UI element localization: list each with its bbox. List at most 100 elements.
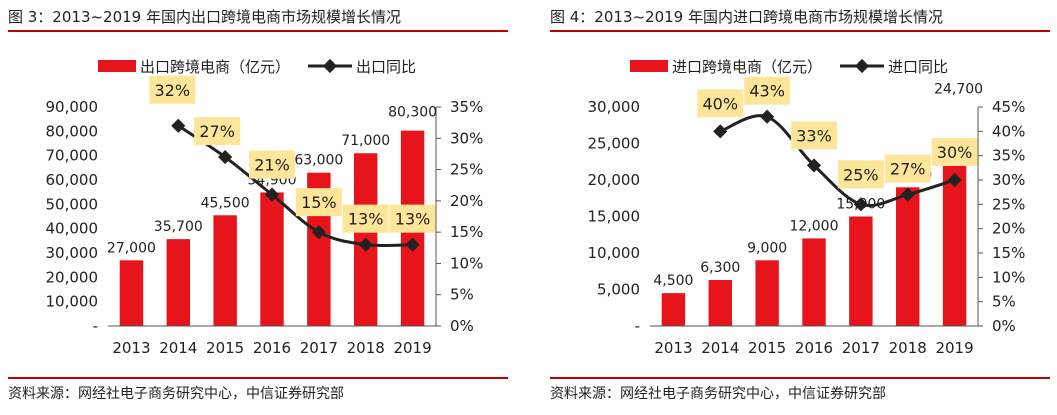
bar-2018 [896,187,920,326]
chart-panel-import: 图 4：2013~2019 年国内进口跨境电商市场规模增长情况 进口跨境电商（亿… [550,0,1057,415]
legend-line-label: 出口同比 [356,58,416,76]
growth-label-bg [389,204,436,233]
y-left-tick-label: 10,000 [588,244,641,262]
growth-label-bg [744,76,791,105]
growth-label: 30% [937,143,973,162]
y-right-tick-label: 30% [992,171,1025,189]
y-left-tick-label: 25,000 [588,135,641,153]
y-left-tick-label: 80,000 [46,122,99,140]
y-left-tick-label: 30,000 [46,244,99,262]
growth-label: 13% [348,210,384,229]
y-right-tick-label: 10% [992,268,1025,286]
x-tick-label: 2019 [393,339,431,357]
chart-panel-export: 图 3：2013~2019 年国内出口跨境电商市场规模增长情况 出口跨境电商（亿… [8,0,518,415]
y-right-tick-label: 5% [992,293,1016,311]
growth-label-bg [697,89,744,118]
growth-label: 40% [703,94,739,113]
y-right-tick-label: 45% [992,98,1025,116]
growth-label: 27% [890,160,926,179]
bar-value-label: 24,700 [934,82,983,98]
x-tick-label: 2013 [112,339,150,357]
legend-line-marker [854,58,870,74]
bar-value-label: 27,000 [107,240,156,256]
growth-label-bg [295,188,342,217]
bar-value-label: 6,300 [700,260,740,276]
bar-2013 [661,293,686,326]
source-divider [550,377,1050,379]
bar-2016 [260,192,284,326]
bar-2017 [849,216,873,326]
export-chart: 出口跨境电商（亿元） 出口同比 - 10,000 20,000 30,000 40,000 5… [46,58,484,357]
y-right-tick-label: 0% [992,317,1016,335]
bar-2015 [213,215,237,326]
bar-2015 [755,260,779,326]
legend-bar-label: 进口跨境电商（亿元） [672,58,822,76]
growth-label-box: 27% [194,117,241,146]
growth-label-box: 32% [149,75,196,104]
y-left-tick-label: - [93,317,98,335]
x-tick-label: 2018 [347,339,385,357]
growth-label-bg [837,160,884,189]
growth-label-bg [931,138,978,166]
legend-line-marker [322,58,338,74]
chart-source: 资料来源：网经社电子商务研究中心，中信证券研究部 [8,386,344,402]
growth-label: 25% [843,165,879,184]
bar-value-label: 71,000 [341,133,390,149]
x-tick-label: 2016 [795,339,833,357]
y-left-tick-label: 60,000 [46,171,99,189]
bar-value-label: 63,000 [294,153,343,169]
bar-2014 [708,280,732,326]
legend-bar-swatch [630,60,668,72]
y-left-tick-label: 20,000 [46,268,99,286]
y-left-tick-label: 30,000 [588,98,641,116]
bar-value-label: 4,500 [653,273,693,289]
y-right-tick-label: 0% [450,317,474,335]
growth-label-box: 43% [744,76,791,105]
x-tick-label: 2014 [159,339,197,357]
growth-label: 27% [199,122,235,141]
y-right-tick-label: 10% [450,254,483,272]
bar-value-label: 35,700 [154,219,203,235]
x-tick-label: 2017 [300,339,338,357]
growth-marker [760,109,775,124]
y-left-tick-label: 10,000 [46,293,99,311]
growth-label: 43% [749,82,785,101]
x-tick-label: 2019 [935,339,973,357]
y-right-tick-label: 5% [450,286,474,304]
growth-label-box: 33% [791,121,837,150]
x-tick-label: 2016 [253,339,291,357]
x-tick-label: 2017 [842,339,880,357]
y-right-tick-label: 20% [992,220,1025,238]
growth-label-bg [342,204,389,233]
bar-value-label: 12,000 [790,218,839,234]
chart-legend: 进口跨境电商（亿元） 进口同比 [630,58,948,76]
x-tick-label: 2015 [206,339,244,357]
x-tick-label: 2015 [748,339,786,357]
chart-title: 图 4：2013~2019 年国内进口跨境电商市场规模增长情况 [550,8,943,26]
bar-value-label: 9,000 [747,240,787,256]
growth-marker [358,237,373,252]
growth-label: 13% [395,210,431,229]
growth-marker [900,187,915,202]
y-right-tick-label: 30% [450,129,483,147]
y-right-tick-label: 35% [992,147,1025,165]
growth-label-box: 15% [295,188,342,217]
legend-bar-label: 出口跨境电商（亿元） [140,58,290,76]
bar-2014 [166,239,190,326]
growth-label: 15% [301,193,337,212]
y-right-tick-label: 25% [992,195,1025,213]
chart-title: 图 3：2013~2019 年国内出口跨境电商市场规模增长情况 [8,8,401,26]
x-tick-label: 2018 [889,339,927,357]
growth-label-bg [149,75,196,104]
growth-label-bg [194,117,241,146]
y-left-tick-label: 20,000 [588,171,641,189]
bar-2016 [802,238,826,326]
growth-marker [311,225,326,240]
legend-bar-swatch [98,60,136,72]
chart-source: 资料来源：网经社电子商务研究中心，中信证券研究部 [550,386,886,402]
growth-label: 32% [155,81,191,100]
title-divider [8,30,508,32]
import-chart: 进口跨境电商（亿元） 进口同比 - 5,000 10,000 15,000 20,000 25… [588,58,1026,357]
growth-label-bg [249,150,295,179]
y-left-tick-label: 15,000 [588,208,641,226]
